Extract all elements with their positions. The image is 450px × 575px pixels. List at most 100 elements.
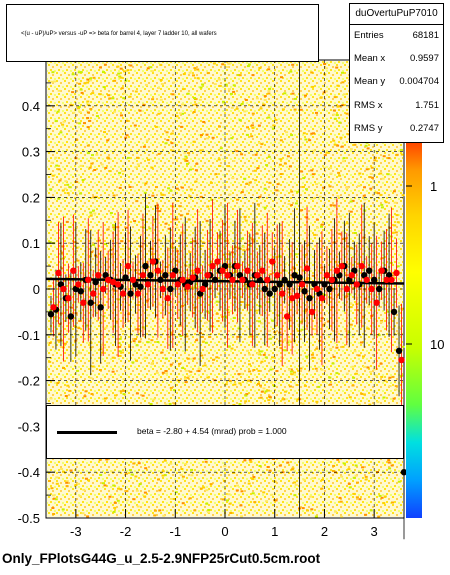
density-cell [395, 153, 399, 156]
density-cell [149, 251, 153, 253]
density-cell [301, 402, 305, 405]
density-cell [253, 501, 257, 504]
density-cell [91, 92, 95, 95]
density-cell [219, 147, 223, 150]
density-cell [157, 478, 160, 481]
density-cell [77, 71, 81, 74]
z-tick-label: 10 [430, 337, 444, 352]
density-cell [283, 339, 287, 342]
density-cell [238, 119, 242, 122]
density-cell [162, 306, 166, 309]
density-cell [181, 88, 185, 91]
data-point [154, 267, 162, 274]
density-cell [86, 324, 90, 327]
density-cell [164, 370, 168, 372]
density-cell [328, 376, 332, 379]
density-cell [103, 131, 106, 134]
density-cell [84, 390, 88, 393]
density-cell [186, 212, 190, 215]
y-tick-label: 0.4 [22, 99, 40, 114]
density-cell [344, 274, 348, 277]
density-cell [341, 71, 344, 74]
data-point [70, 267, 77, 274]
density-cell [251, 74, 255, 77]
density-cell [319, 96, 323, 99]
density-cell [143, 191, 147, 194]
density-cell [356, 309, 360, 312]
y-tick-label: -0.2 [18, 374, 40, 389]
stats-value: 0.9597 [409, 53, 439, 64]
y-tick-label: -0.5 [18, 511, 40, 526]
density-cell [86, 103, 90, 106]
density-cell [338, 232, 342, 235]
density-cell [370, 166, 374, 169]
density-cell [118, 171, 122, 174]
density-cell [336, 84, 340, 87]
density-cell [90, 162, 94, 165]
density-cell [171, 149, 175, 152]
density-cell [332, 113, 336, 116]
density-cell [98, 93, 102, 96]
density-cell [246, 126, 249, 129]
density-cell [278, 163, 282, 166]
data-point [343, 285, 351, 293]
density-cell [122, 378, 126, 381]
stats-box: duOvertuPuP7010 Entries 68181 Mean x 0.9… [349, 3, 444, 143]
density-cell [345, 372, 349, 375]
density-cell [144, 467, 148, 470]
density-cell [274, 324, 278, 327]
density-cell [118, 186, 122, 189]
density-cell [304, 310, 308, 313]
density-cell [296, 190, 300, 193]
density-cell [116, 65, 120, 68]
density-cell [125, 119, 129, 122]
density-cell [348, 486, 352, 489]
data-point [398, 356, 405, 364]
density-cell [310, 132, 314, 135]
density-cell [244, 219, 248, 222]
density-cell [173, 218, 177, 221]
density-cell [305, 355, 309, 358]
density-cell [250, 135, 254, 138]
density-cell [143, 491, 147, 494]
density-cell [310, 353, 314, 356]
density-cell [103, 397, 107, 400]
density-cell [180, 186, 184, 189]
density-cell [105, 458, 109, 461]
density-cell [52, 497, 56, 500]
density-cell [165, 372, 168, 375]
density-cell [175, 115, 179, 118]
stats-value: 1.751 [415, 100, 439, 111]
density-cell [50, 161, 54, 164]
data-point [204, 272, 211, 279]
density-cell [106, 228, 110, 231]
data-point [124, 262, 132, 270]
density-cell [234, 271, 237, 274]
density-cell [362, 194, 366, 197]
density-cell [320, 478, 324, 481]
y-tick-label: -0.4 [18, 465, 40, 480]
density-cell [226, 499, 229, 502]
density-cell [289, 70, 293, 73]
data-point [388, 276, 395, 284]
density-cell [92, 76, 96, 79]
data-point [254, 272, 261, 279]
density-cell [342, 462, 346, 465]
density-cell [258, 320, 261, 323]
density-cell [130, 287, 134, 290]
density-cell [201, 340, 205, 343]
density-cell [287, 234, 290, 237]
density-cell [161, 470, 165, 473]
density-cell [124, 226, 128, 229]
density-cell [48, 342, 52, 344]
data-point [278, 290, 286, 297]
density-cell [291, 92, 295, 95]
density-cell [165, 303, 169, 306]
density-cell [255, 97, 259, 100]
density-cell [54, 120, 58, 123]
density-cell [65, 485, 69, 488]
density-cell [244, 394, 248, 397]
density-cell [339, 500, 343, 503]
density-cell [374, 191, 378, 194]
density-cell [103, 484, 107, 487]
